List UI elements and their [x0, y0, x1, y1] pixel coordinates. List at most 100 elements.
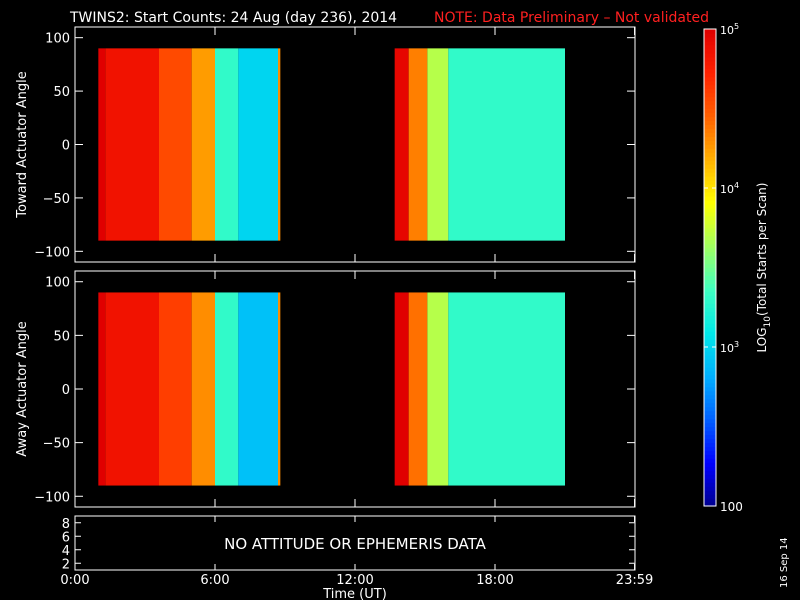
- colorbar-swatch: [704, 414, 716, 420]
- colorbar-swatch: [704, 303, 716, 308]
- panel-toward: 100 50 0 −50 −100 Toward Actuator Angle: [15, 26, 636, 263]
- colorbar-swatch: [704, 215, 716, 221]
- colorbar-swatch: [704, 100, 716, 106]
- heatmap-cell: [215, 292, 239, 486]
- heatmap-cell: [191, 48, 215, 241]
- preliminary-note: NOTE: Data Preliminary – Not validated: [434, 10, 709, 26]
- heatmap-cell: [159, 292, 192, 486]
- colorbar-tick-label: 105: [720, 22, 739, 37]
- heatmap-cell: [278, 292, 281, 486]
- colorbar-swatch: [704, 243, 716, 249]
- colorbar-swatch: [704, 227, 716, 233]
- colorbar-swatch: [704, 104, 716, 110]
- colorbar-swatch: [704, 438, 716, 443]
- colorbar-swatch: [704, 84, 716, 90]
- y-tick-label: 4: [62, 544, 70, 559]
- colorbar-swatch: [704, 370, 716, 376]
- colorbar-swatch: [704, 172, 716, 177]
- x-tick-label: 18:00: [476, 573, 513, 588]
- heatmap-cell: [98, 292, 106, 486]
- colorbar-swatch: [704, 191, 716, 197]
- colorbar-swatch: [704, 52, 716, 58]
- x-tick-label: 12:00: [336, 573, 373, 588]
- colorbar-swatch: [704, 275, 716, 281]
- y-tick-label: −50: [43, 192, 70, 207]
- colorbar-swatch: [704, 36, 716, 42]
- x-axis: 0:00 6:00 12:00 18:00 23:59 Time (UT): [60, 573, 653, 600]
- colorbar-swatch: [704, 199, 716, 205]
- colorbar-swatch: [704, 271, 716, 277]
- colorbar-swatch: [704, 239, 716, 245]
- colorbar-swatch: [704, 64, 716, 70]
- colorbar-swatch: [704, 116, 716, 122]
- colorbar-swatch: [704, 156, 716, 161]
- heatmap-cell: [238, 292, 278, 486]
- y-tick-label: −100: [34, 490, 70, 505]
- colorbar: 105 104 103 100 LOG10(Total Starts per Scan): [703, 22, 773, 514]
- colorbar-swatch: [704, 343, 716, 348]
- heatmap-cell: [98, 48, 106, 241]
- colorbar-tick-label: 104: [720, 181, 739, 196]
- colorbar-swatch: [704, 128, 716, 133]
- colorbar-swatch: [704, 140, 716, 145]
- colorbar-swatch: [704, 180, 716, 185]
- colorbar-swatch: [704, 279, 716, 284]
- colorbar-swatch: [704, 478, 716, 483]
- colorbar-swatch: [704, 498, 716, 503]
- colorbar-swatch: [704, 335, 716, 340]
- colorbar-swatch: [704, 44, 716, 50]
- colorbar-swatch: [704, 124, 716, 129]
- heatmap-cell: [215, 48, 239, 241]
- colorbar-swatch: [704, 96, 716, 102]
- colorbar-swatch: [704, 442, 716, 447]
- heatmap-cell: [394, 48, 409, 241]
- colorbar-swatch: [704, 434, 716, 440]
- colorbar-swatch: [704, 502, 716, 507]
- colorbar-swatch: [704, 398, 716, 404]
- colorbar-swatch: [704, 251, 716, 257]
- y-tick-label: 50: [53, 329, 70, 344]
- colorbar-swatch: [704, 462, 716, 467]
- colorbar-swatch: [704, 247, 716, 253]
- y-tick-label: −100: [34, 245, 70, 260]
- colorbar-swatch: [704, 136, 716, 141]
- y-tick-label: 0: [62, 139, 70, 154]
- heatmap-cell: [448, 292, 565, 486]
- colorbar-swatch: [704, 76, 716, 82]
- colorbar-swatch: [704, 168, 716, 173]
- y-tick-label: 100: [45, 276, 70, 291]
- colorbar-swatch: [704, 164, 716, 169]
- colorbar-swatch: [704, 108, 716, 114]
- colorbar-swatch: [704, 263, 716, 269]
- colorbar-swatch: [704, 458, 716, 463]
- colorbar-swatch: [704, 92, 716, 98]
- colorbar-swatch: [704, 323, 716, 328]
- colorbar-swatch: [704, 152, 716, 157]
- colorbar-swatch: [704, 394, 716, 400]
- colorbar-swatch: [704, 144, 716, 149]
- heatmap-cell: [191, 292, 215, 486]
- colorbar-frame: [703, 28, 717, 507]
- colorbar-swatch: [704, 291, 716, 296]
- colorbar-swatch: [704, 259, 716, 265]
- colorbar-swatch: [704, 267, 716, 273]
- colorbar-swatch: [704, 184, 716, 189]
- colorbar-swatch: [704, 418, 716, 424]
- colorbar-swatch: [704, 490, 716, 495]
- colorbar-swatch: [704, 283, 716, 288]
- chart-title: TWINS2: Start Counts: 24 Aug (day 236), …: [69, 10, 397, 26]
- colorbar-swatch: [704, 211, 716, 217]
- colorbar-swatch: [704, 307, 716, 312]
- colorbar-swatch: [704, 350, 716, 356]
- heatmap-cell: [394, 292, 409, 486]
- colorbar-swatch: [704, 120, 716, 125]
- colorbar-swatch: [704, 426, 716, 432]
- y-tick-label: 0: [62, 383, 70, 398]
- heatmap-cell: [427, 292, 449, 486]
- colorbar-swatch: [704, 494, 716, 499]
- colorbar-swatch: [704, 112, 716, 118]
- x-tick-label: 0:00: [60, 573, 89, 588]
- colorbar-swatch: [704, 132, 716, 137]
